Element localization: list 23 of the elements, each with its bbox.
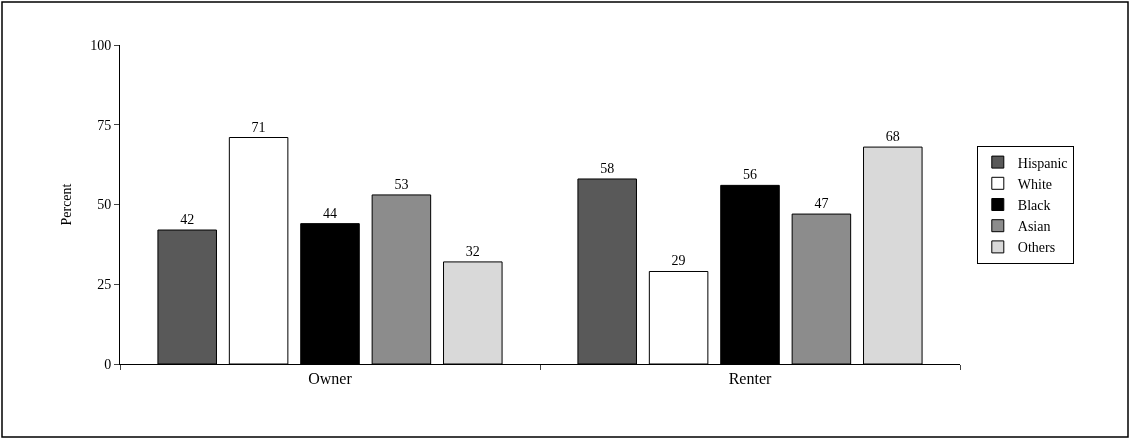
data-label: 68: [885, 129, 900, 145]
y-tick-label: 100: [90, 37, 112, 53]
y-tick-label: 50: [97, 197, 112, 213]
x-tick-label: Renter: [728, 370, 772, 388]
data-label: 58: [600, 160, 615, 176]
y-tick-label: 75: [97, 117, 112, 133]
data-label: 32: [465, 243, 480, 259]
legend-label: Hispanic: [1017, 155, 1068, 171]
data-label: 29: [671, 253, 686, 269]
y-tick-label: 0: [104, 356, 112, 372]
y-tick-label: 25: [97, 277, 112, 293]
legend-label: Others: [1017, 240, 1056, 256]
legend-label: White: [1017, 176, 1053, 192]
y-axis-title: Percent: [58, 183, 74, 226]
data-label: 44: [323, 205, 337, 221]
data-label: 53: [394, 176, 409, 192]
legend-label: Asian: [1017, 219, 1051, 235]
data-label: 42: [180, 212, 195, 228]
data-label: 47: [814, 196, 829, 212]
legend-label: Black: [1017, 197, 1051, 213]
data-label: 71: [251, 119, 266, 135]
x-tick-label: Owner: [308, 370, 353, 388]
data-label: 56: [743, 167, 757, 183]
